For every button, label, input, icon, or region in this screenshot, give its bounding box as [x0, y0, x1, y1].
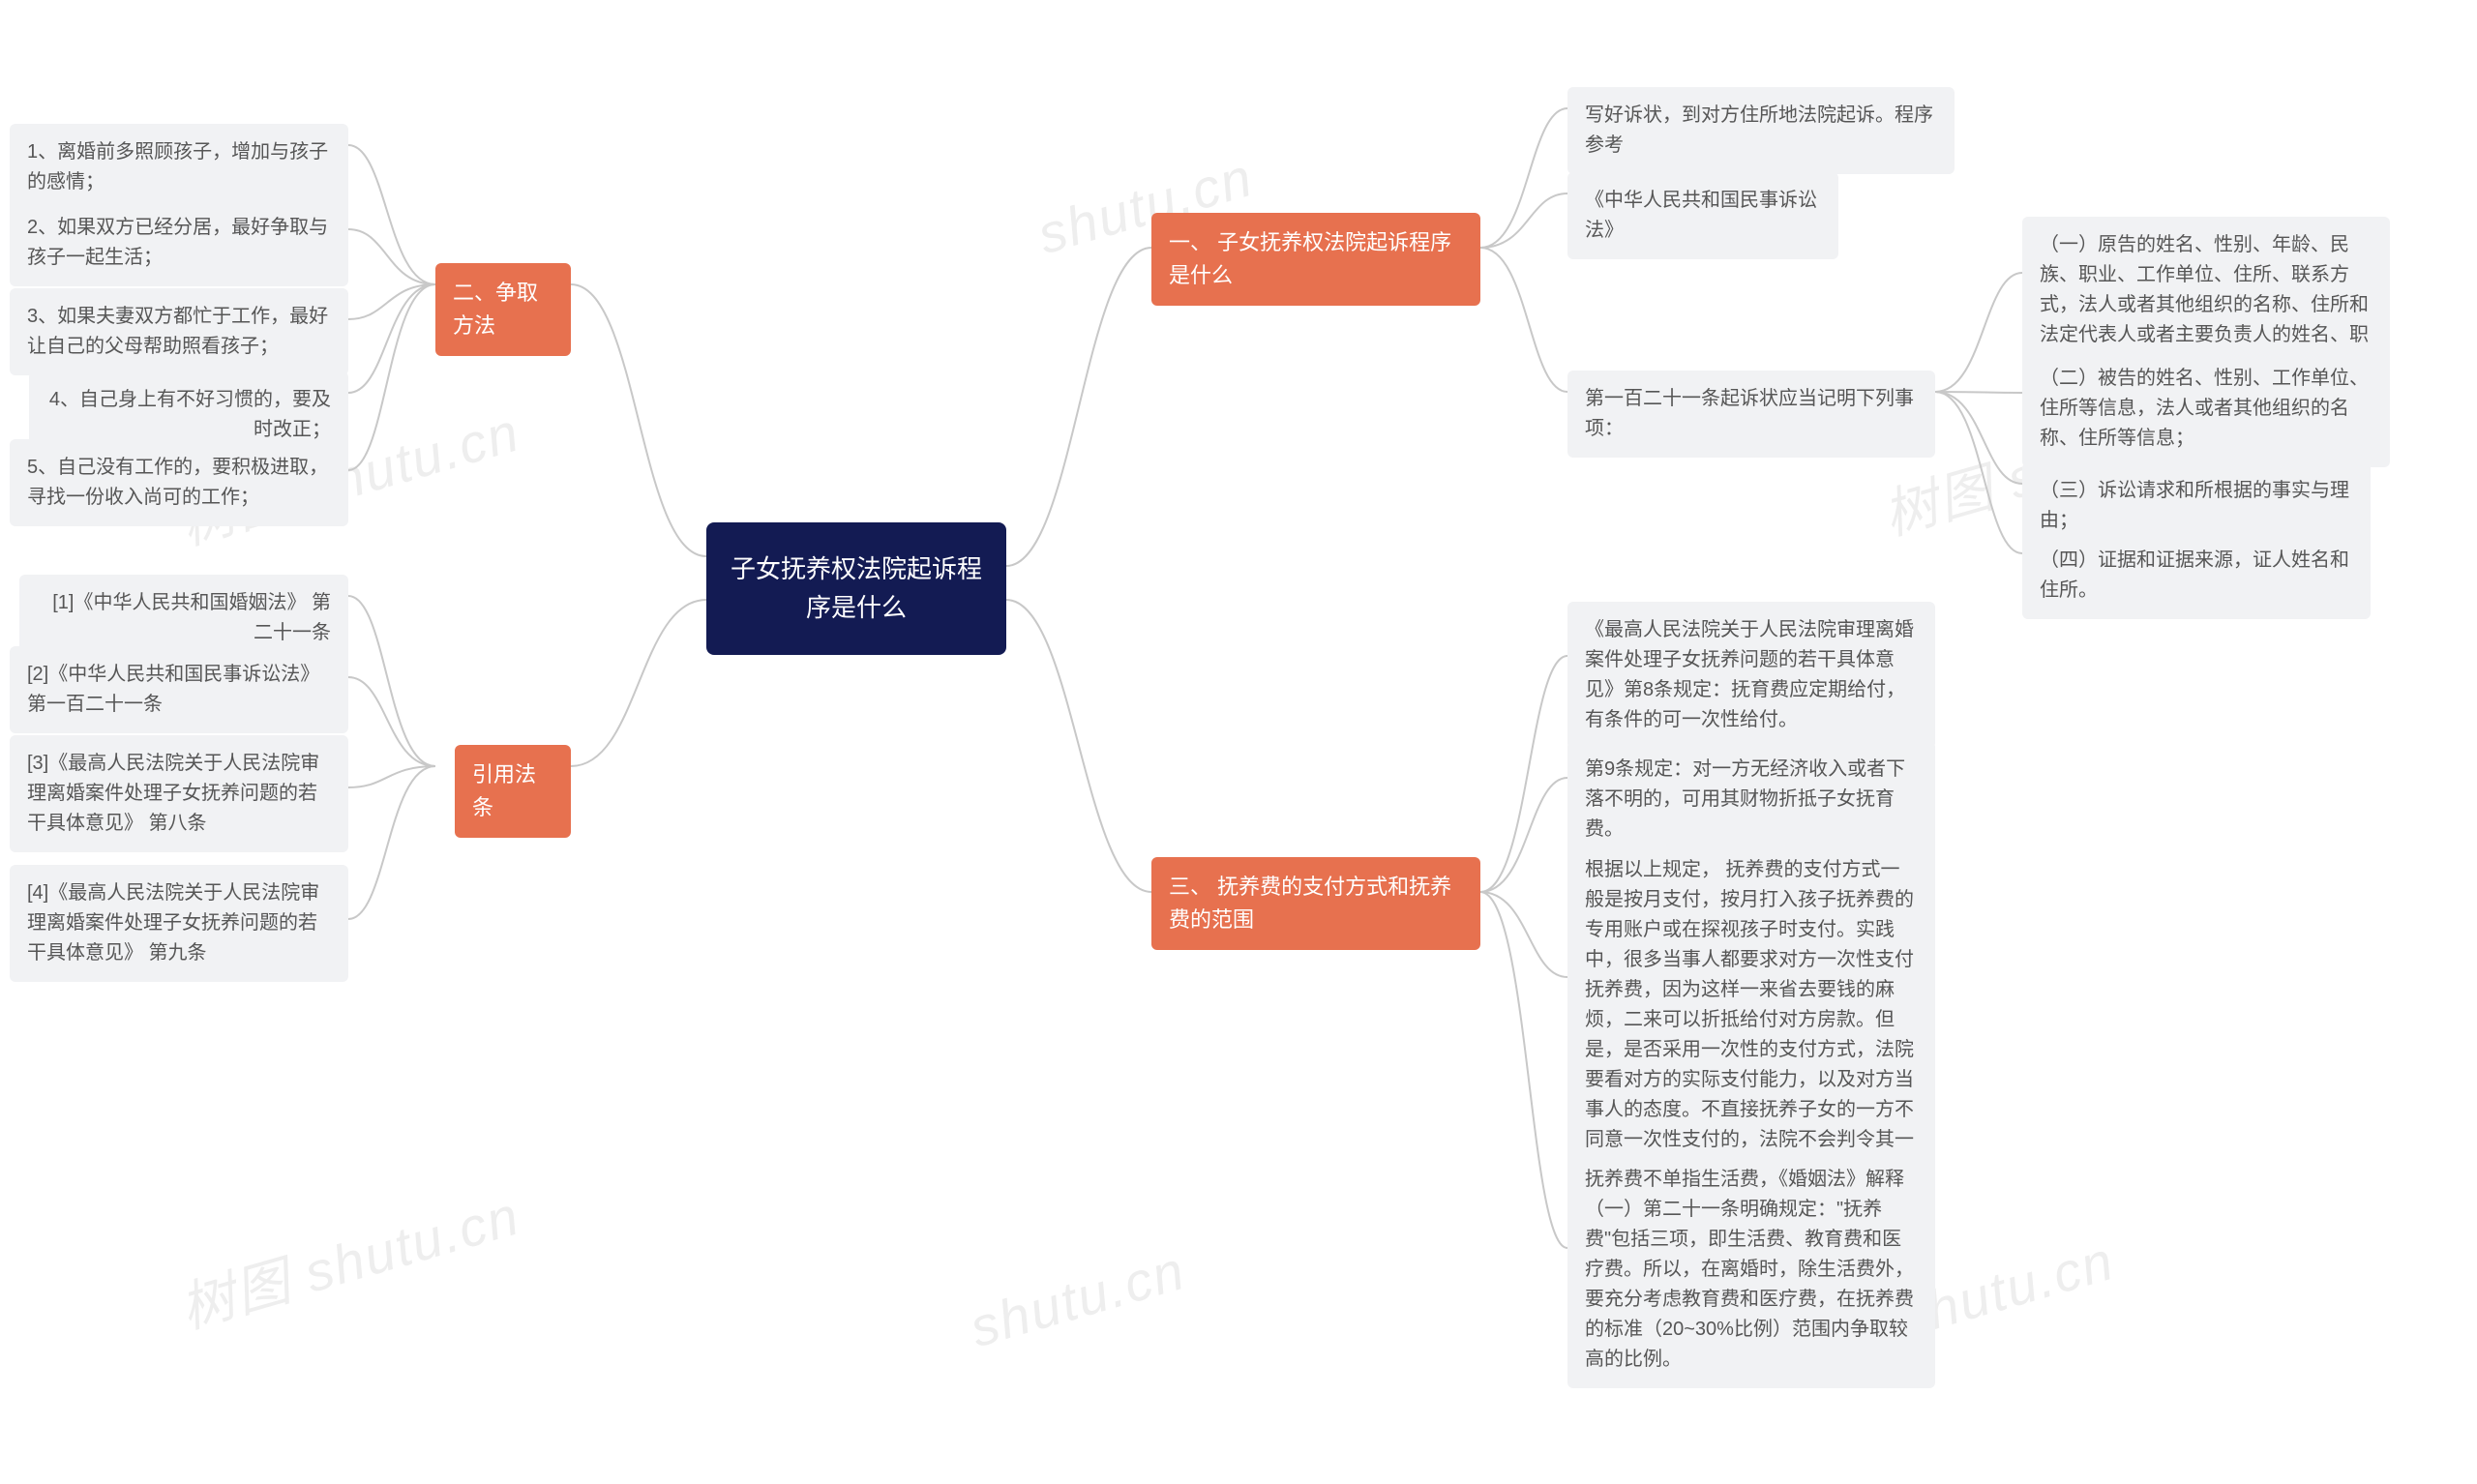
leaf-node: 根据以上规定， 抚养费的支付方式一般是按月支付，按月打入孩子抚养费的专用账户或在…	[1567, 842, 1935, 1199]
leaf-node: 3、如果夫妻双方都忙于工作，最好让自己的父母帮助照看孩子；	[10, 288, 348, 375]
branch-section-3: 三、 抚养费的支付方式和抚养费的范围	[1151, 857, 1480, 950]
leaf-node: [4]《最高人民法院关于人民法院审理离婚案件处理子女抚养问题的若干具体意见》 第…	[10, 865, 348, 982]
leaf-node: 第一百二十一条起诉状应当记明下列事项：	[1567, 371, 1935, 458]
leaf-node: 抚养费不单指生活费，《婚姻法》解释（一）第二十一条明确规定："抚养费"包括三项，…	[1567, 1151, 1935, 1388]
branch-citations: 引用法条	[455, 745, 571, 838]
watermark: shutu.cn	[963, 1238, 1192, 1359]
leaf-node: 1、离婚前多照顾孩子，增加与孩子的感情；	[10, 124, 348, 211]
leaf-node: （二）被告的姓名、性别、工作单位、住所等信息，法人或者其他组织的名称、住所等信息…	[2022, 350, 2390, 467]
root-node: 子女抚养权法院起诉程序是什么	[706, 522, 1006, 655]
branch-section-2: 二、争取方法	[435, 263, 571, 356]
watermark: 树图 shutu.cn	[170, 1172, 528, 1344]
leaf-node: [3]《最高人民法院关于人民法院审理离婚案件处理子女抚养问题的若干具体意见》 第…	[10, 735, 348, 852]
leaf-node: 写好诉状，到对方住所地法院起诉。程序参考	[1567, 87, 1955, 174]
branch-section-1: 一、 子女抚养权法院起诉程序是什么	[1151, 213, 1480, 306]
leaf-node: 《中华人民共和国民事诉讼法》	[1567, 172, 1838, 259]
leaf-node: 5、自己没有工作的，要积极进取，寻找一份收入尚可的工作；	[10, 439, 348, 526]
leaf-node: （四）证据和证据来源，证人姓名和住所。	[2022, 532, 2371, 619]
leaf-node: 第9条规定：对一方无经济收入或者下落不明的，可用其财物折抵子女抚育费。	[1567, 741, 1935, 858]
leaf-node: [2]《中华人民共和国民事诉讼法》 第一百二十一条	[10, 646, 348, 733]
leaf-node: 2、如果双方已经分居，最好争取与孩子一起生活；	[10, 199, 348, 286]
leaf-node: 《最高人民法院关于人民法院审理离婚案件处理子女抚养问题的若干具体意见》第8条规定…	[1567, 602, 1935, 749]
